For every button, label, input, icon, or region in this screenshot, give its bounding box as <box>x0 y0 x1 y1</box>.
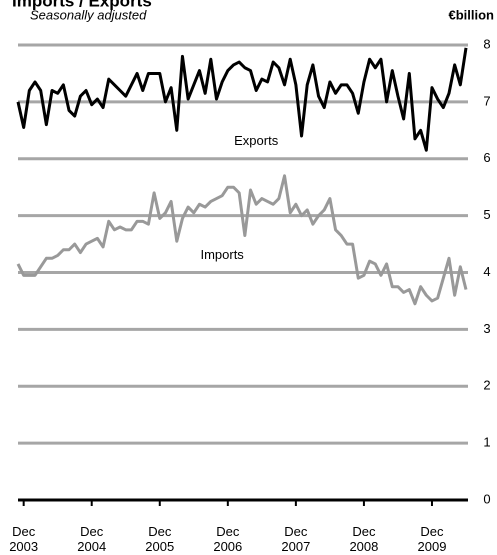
y-tick-label: 7 <box>483 93 490 108</box>
y-tick-label: 6 <box>483 150 490 165</box>
y-tick-label: 1 <box>483 435 490 450</box>
series-line <box>16 174 468 306</box>
x-tick-label: Dec 2008 <box>349 524 379 554</box>
x-tick-label: Dec 2005 <box>145 524 175 554</box>
y-tick-label: 3 <box>483 321 490 336</box>
x-tick-label: Dec 2007 <box>281 524 311 554</box>
x-tick-label: Dec 2006 <box>213 524 243 554</box>
y-tick-label: 2 <box>483 378 490 393</box>
y-tick-label: 5 <box>483 207 490 222</box>
y-tick-label: 8 <box>483 36 490 51</box>
x-tick-label: Dec 2004 <box>77 524 107 554</box>
y-tick-label: 4 <box>483 264 490 279</box>
annotation: Exports <box>234 133 279 148</box>
y-tick-label: 0 <box>483 491 490 506</box>
chart-subtitle: Seasonally adjusted <box>30 7 147 22</box>
y-axis-label: €billion <box>449 7 495 22</box>
x-tick-label: Dec 2009 <box>417 524 447 554</box>
chart-title: Imports / Exports <box>12 0 152 10</box>
annotation: Imports <box>200 247 244 262</box>
x-tick-label: Dec 2003 <box>9 524 39 554</box>
series-line <box>16 47 468 152</box>
